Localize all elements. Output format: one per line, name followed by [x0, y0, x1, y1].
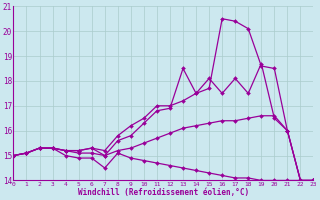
X-axis label: Windchill (Refroidissement éolien,°C): Windchill (Refroidissement éolien,°C) [78, 188, 249, 197]
